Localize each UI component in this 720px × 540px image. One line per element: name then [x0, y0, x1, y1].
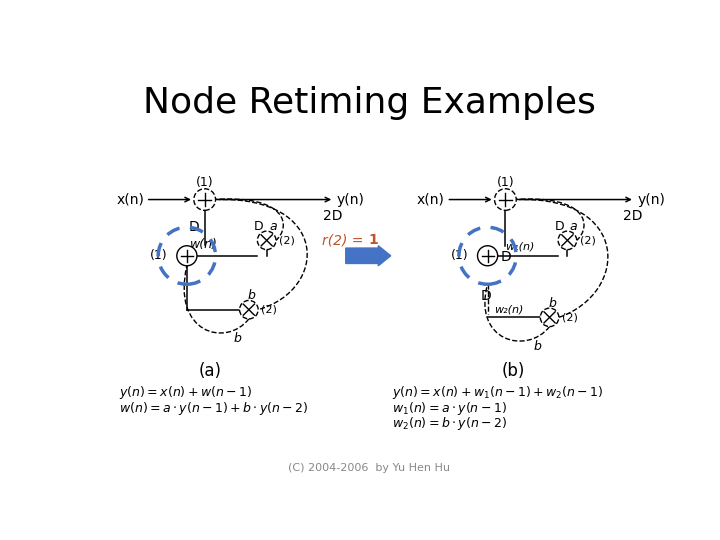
Circle shape: [194, 189, 215, 211]
Text: w(n): w(n): [190, 238, 218, 251]
Text: $w(n) = a \cdot y(n-1) + b \cdot y(n-2)$: $w(n) = a \cdot y(n-1) + b \cdot y(n-2)$: [120, 400, 309, 417]
Text: x(n): x(n): [117, 193, 144, 206]
FancyArrow shape: [346, 246, 391, 266]
Text: (1): (1): [497, 176, 514, 189]
Text: w₂(n): w₂(n): [494, 305, 523, 315]
Circle shape: [558, 231, 577, 249]
Text: (1): (1): [451, 249, 468, 262]
Text: (C) 2004-2006  by Yu Hen Hu: (C) 2004-2006 by Yu Hen Hu: [288, 463, 450, 473]
Text: $y(n) = x(n) + w_1(n-1) + w_2(n-1)$: $y(n) = x(n) + w_1(n-1) + w_2(n-1)$: [392, 384, 604, 401]
Text: Node Retiming Examples: Node Retiming Examples: [143, 86, 595, 120]
Text: (1): (1): [150, 249, 168, 262]
Circle shape: [177, 246, 197, 266]
Text: D: D: [481, 289, 492, 303]
Text: r(2) =: r(2) =: [323, 233, 368, 247]
Text: b: b: [534, 340, 542, 353]
Text: b: b: [248, 289, 256, 302]
Text: (2): (2): [562, 312, 578, 322]
Text: 1: 1: [368, 233, 378, 247]
Circle shape: [540, 308, 559, 327]
Text: (b): (b): [501, 362, 525, 380]
Circle shape: [477, 246, 498, 266]
Circle shape: [258, 231, 276, 249]
Circle shape: [495, 189, 516, 211]
Text: y(n): y(n): [336, 193, 364, 206]
Circle shape: [240, 300, 258, 319]
Text: D: D: [555, 220, 564, 233]
Text: 2D: 2D: [624, 209, 643, 222]
Text: a: a: [269, 220, 276, 233]
Text: (2): (2): [580, 235, 595, 245]
Text: b: b: [233, 333, 241, 346]
Text: D: D: [189, 220, 199, 234]
Text: (a): (a): [199, 362, 222, 380]
Text: $y(n) = x(n) + w(n-1)$: $y(n) = x(n) + w(n-1)$: [120, 384, 253, 401]
Text: 2D: 2D: [323, 209, 342, 222]
Text: $w_1(n) = a \cdot y(n-1)$: $w_1(n) = a \cdot y(n-1)$: [392, 400, 507, 417]
Text: D: D: [254, 220, 264, 233]
Text: x(n): x(n): [417, 193, 445, 206]
Text: (2): (2): [261, 305, 277, 315]
Text: $w_2(n) = b \cdot y(n-2)$: $w_2(n) = b \cdot y(n-2)$: [392, 415, 508, 432]
Text: w₁(n): w₁(n): [505, 241, 534, 252]
Text: (1): (1): [196, 176, 214, 189]
Text: D: D: [500, 251, 511, 264]
Text: (2): (2): [279, 235, 295, 245]
Text: a: a: [570, 220, 577, 233]
Text: b: b: [549, 297, 557, 310]
Text: y(n): y(n): [637, 193, 665, 206]
